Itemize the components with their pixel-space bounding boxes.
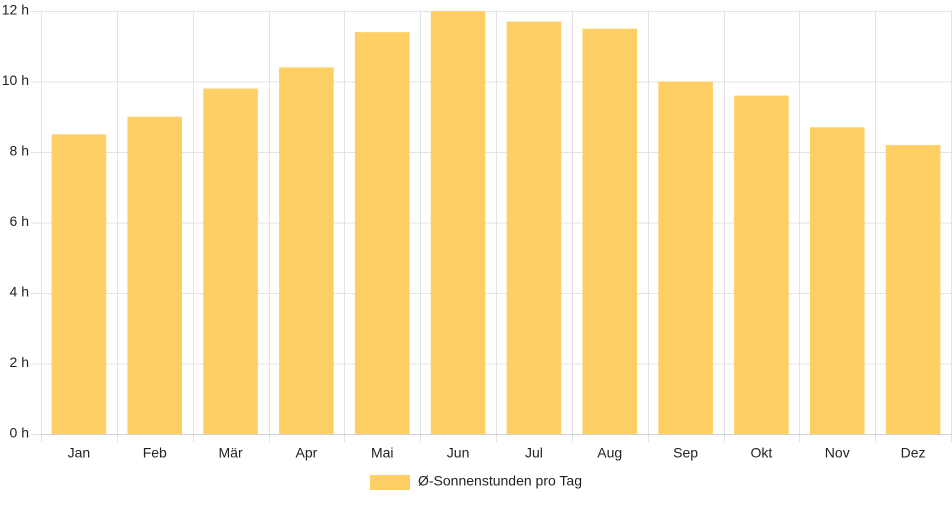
- y-tick-label: 6 h: [10, 213, 29, 229]
- x-tick-label: Feb: [143, 445, 167, 461]
- bar-mai[interactable]: [354, 32, 410, 435]
- bar-mär[interactable]: [203, 88, 258, 435]
- bar-jan[interactable]: [51, 134, 107, 434]
- bar-aug[interactable]: [582, 28, 638, 434]
- x-tick-label: Sep: [673, 445, 698, 461]
- bars: [51, 11, 941, 435]
- x-tick-label: Mai: [371, 445, 394, 461]
- x-tick-label: Dez: [901, 445, 926, 461]
- bar-jul[interactable]: [506, 21, 562, 434]
- x-tick-label: Jun: [447, 445, 470, 461]
- x-tick-label: Aug: [597, 445, 622, 461]
- y-tick-label: 0 h: [10, 425, 29, 441]
- y-tick-label: 10 h: [2, 72, 29, 88]
- axes: 0 h 2 h 4 h 6 h 8 h 10 h 12 h Jan Feb Mär Apr Mai Ju…: [2, 2, 951, 461]
- x-tick-label: Jul: [525, 445, 543, 461]
- bar-jun[interactable]: [430, 11, 486, 434]
- legend-label: Ø-Sonnenstunden pro Tag: [418, 473, 582, 489]
- bar-okt[interactable]: [734, 95, 789, 434]
- legend[interactable]: Ø-Sonnenstunden pro Tag: [370, 473, 582, 490]
- y-tick-label: 12 h: [2, 2, 29, 18]
- x-tick-label: Okt: [751, 445, 773, 461]
- bar-sep[interactable]: [658, 81, 713, 435]
- x-tick-label: Apr: [296, 445, 318, 461]
- x-tick-label: Jan: [68, 445, 91, 461]
- legend-swatch: [370, 475, 410, 490]
- y-tick-label: 4 h: [10, 284, 29, 300]
- y-tick-label: 2 h: [10, 354, 29, 370]
- bar-apr[interactable]: [279, 67, 334, 435]
- bar-dez[interactable]: [885, 144, 941, 434]
- grid-lines: [31, 11, 952, 442]
- bar-feb[interactable]: [127, 116, 183, 434]
- x-tick-label: Mär: [219, 445, 243, 461]
- y-tick-label: 8 h: [10, 143, 29, 159]
- bar-nov[interactable]: [809, 127, 865, 434]
- x-tick-label: Nov: [825, 445, 850, 461]
